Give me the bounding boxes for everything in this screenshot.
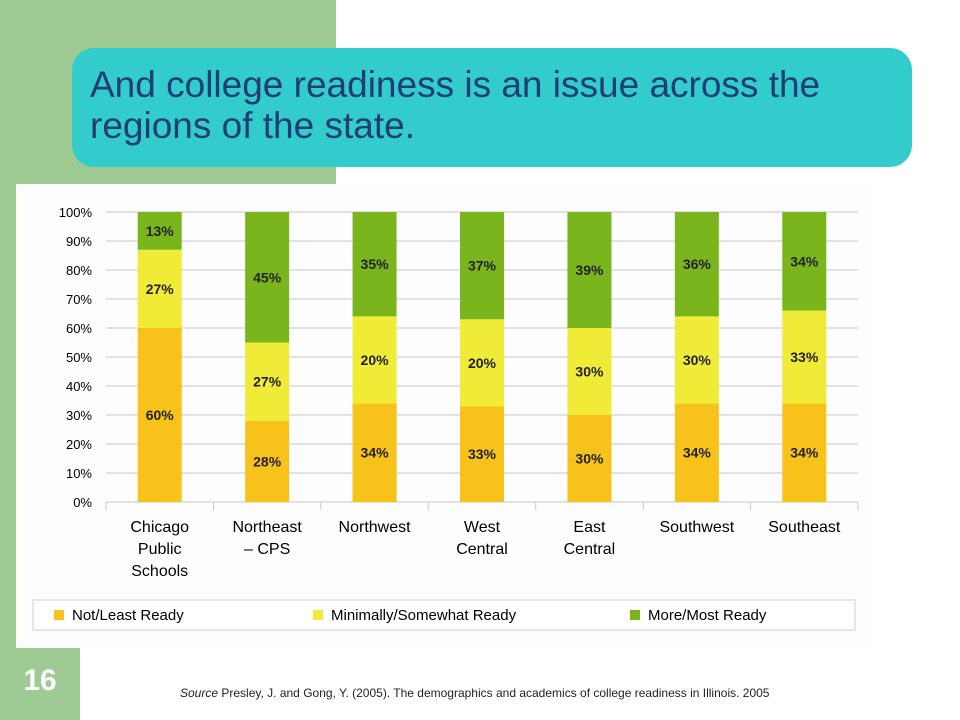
- x-category-label: Northeast: [232, 519, 302, 536]
- x-category-label: Schools: [131, 563, 188, 580]
- x-category-label: Chicago: [130, 519, 189, 536]
- data-label: 33%: [468, 446, 497, 462]
- bar-segment: [782, 212, 827, 311]
- slide-number: 16: [23, 664, 57, 697]
- x-category-label: West: [464, 519, 501, 536]
- bar-segment: [782, 310, 827, 404]
- slide-title: And college readiness is an issue across…: [90, 64, 821, 146]
- legend-label: More/Most Ready: [648, 607, 767, 624]
- bar-segment: [245, 212, 290, 343]
- bar-segment: [567, 328, 612, 415]
- bar-segment: [137, 249, 182, 328]
- data-label: 30%: [683, 352, 712, 368]
- data-label: 30%: [575, 451, 604, 467]
- legend-box: [32, 599, 856, 631]
- data-label: 13%: [146, 223, 175, 239]
- y-tick-label: 70%: [66, 292, 92, 307]
- bar-segment: [352, 403, 397, 502]
- y-tick-label: 40%: [66, 379, 92, 394]
- x-category-label: Southeast: [768, 519, 841, 536]
- y-tick-label: 80%: [66, 263, 92, 278]
- data-label: 27%: [146, 281, 175, 297]
- y-tick-label: 90%: [66, 234, 92, 249]
- legend-label: Not/Least Ready: [72, 607, 184, 624]
- y-tick-label: 20%: [66, 437, 92, 452]
- legend-swatch: [630, 610, 640, 620]
- y-tick-label: 100%: [59, 205, 93, 220]
- data-label: 60%: [146, 407, 175, 423]
- x-category-label: East: [573, 519, 606, 536]
- x-category-label: – CPS: [244, 541, 290, 558]
- data-label: 20%: [468, 355, 497, 371]
- data-label: 36%: [683, 256, 712, 272]
- bar-segment: [245, 342, 290, 421]
- data-label: 35%: [361, 256, 390, 272]
- legend-swatch: [54, 610, 64, 620]
- data-label: 34%: [790, 445, 819, 461]
- bar-segment: [674, 212, 719, 317]
- legend-swatch: [313, 610, 323, 620]
- x-category-label: Southwest: [659, 519, 734, 536]
- bar-segment: [460, 406, 504, 502]
- bar-segment: [674, 403, 719, 502]
- x-category-label: Public: [138, 541, 182, 558]
- data-label: 34%: [361, 445, 390, 461]
- source-label: Source: [180, 686, 219, 700]
- legend-label: Minimally/Somewhat Ready: [331, 607, 517, 624]
- y-tick-label: 30%: [66, 408, 92, 423]
- x-category-label: Northwest: [339, 519, 412, 536]
- source-text: Presley, J. and Gong, Y. (2005). The dem…: [221, 686, 770, 700]
- bar-segment: [137, 328, 182, 502]
- y-tick-label: 0%: [73, 495, 92, 510]
- data-label: 37%: [468, 258, 497, 274]
- source-citation: Source Presley, J. and Gong, Y. (2005). …: [180, 686, 769, 700]
- y-tick-label: 10%: [66, 466, 92, 481]
- bar-segment: [352, 212, 397, 317]
- bar-segment: [137, 212, 182, 250]
- bar-segment: [567, 212, 612, 328]
- stacked-bar-chart: 0% 10% 20% 30% 40% 50% 60% 70% 80% 90% 100% 60% 27% 1…: [32, 205, 859, 631]
- title-banner: And college readiness is an issue across…: [72, 48, 912, 167]
- bar-segment: [674, 316, 719, 404]
- data-label: 20%: [361, 352, 390, 368]
- data-label: 34%: [790, 253, 819, 269]
- data-label: 28%: [253, 453, 282, 469]
- bar-segment: [567, 415, 612, 502]
- bar-segment: [352, 316, 397, 404]
- x-category-label: Central: [456, 541, 508, 558]
- bar-segment: [245, 420, 290, 502]
- data-label: 34%: [683, 445, 712, 461]
- data-label: 27%: [253, 374, 282, 390]
- data-label: 33%: [790, 349, 819, 365]
- bar-segment: [782, 403, 827, 502]
- data-label: 45%: [253, 269, 282, 285]
- data-label: 30%: [575, 364, 604, 380]
- y-tick-label: 50%: [66, 350, 92, 365]
- y-tick-label: 60%: [66, 321, 92, 336]
- data-label: 39%: [575, 262, 604, 278]
- x-category-label: Central: [564, 541, 616, 558]
- chart-panel: 0% 10% 20% 30% 40% 50% 60% 70% 80% 90% 100% 60% 27% 1…: [16, 184, 874, 648]
- bar-segment: [460, 319, 504, 407]
- bar-segment: [460, 212, 504, 320]
